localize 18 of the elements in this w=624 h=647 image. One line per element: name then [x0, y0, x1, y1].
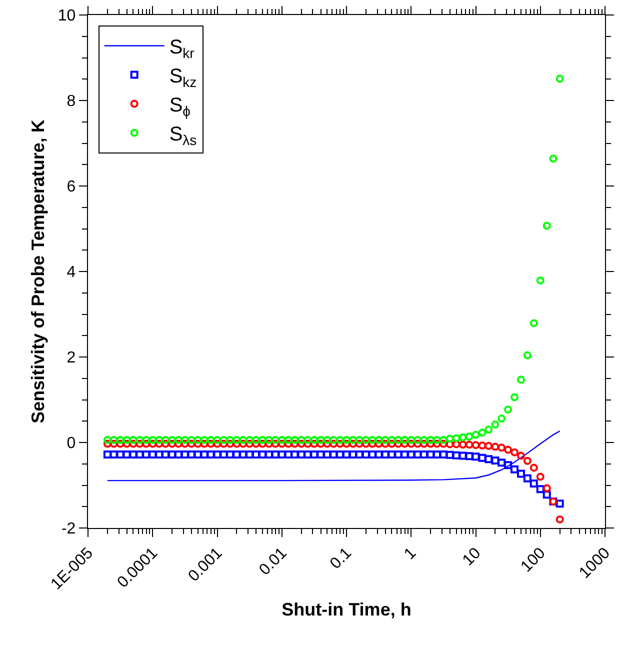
x-tick-label: 1 [401, 544, 420, 564]
y-tick-label: -2 [61, 520, 76, 538]
x-tick-label: 100 [518, 544, 549, 576]
y-tick-label: 2 [66, 350, 76, 367]
x-tick-label: 10 [460, 544, 484, 570]
y-tick-label: 8 [66, 93, 76, 110]
y-tick-label: 10 [58, 8, 76, 25]
x-axis-title: Shut-in Time, h [282, 599, 412, 620]
x-tick-label: 0.01 [256, 544, 290, 579]
y-tick-label: 4 [66, 264, 76, 282]
legend-label: S$_{kz}$ [169, 66, 197, 90]
legend-label: S$_{kr}$ [169, 36, 195, 61]
legend-label: S$_{ϕ}$ [169, 94, 191, 119]
y-tick-label: 0 [66, 435, 76, 452]
y-axis-title: Sensitivity of Probe Temperature, K [28, 120, 48, 424]
legend-label: S$_{λs}$ [169, 124, 197, 148]
x-tick-label: 0.1 [327, 544, 356, 573]
y-tick-label: 6 [66, 178, 76, 196]
